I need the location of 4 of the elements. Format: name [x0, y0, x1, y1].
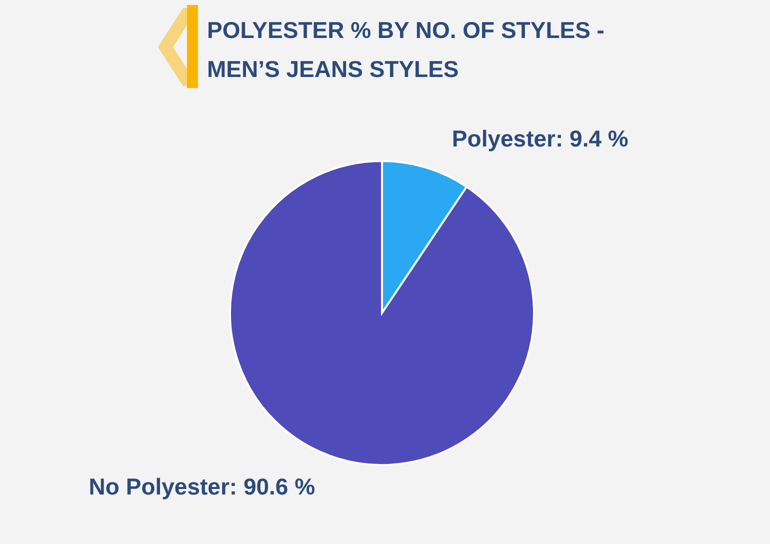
slice-label: Polyester: 9.4 % — [452, 126, 628, 152]
chart-title: POLYESTER % BY NO. OF STYLES - MEN’S JEANS STYLES — [207, 17, 604, 82]
pie-slice — [229, 160, 535, 466]
slice-label: No Polyester: 90.6 % — [88, 473, 316, 500]
